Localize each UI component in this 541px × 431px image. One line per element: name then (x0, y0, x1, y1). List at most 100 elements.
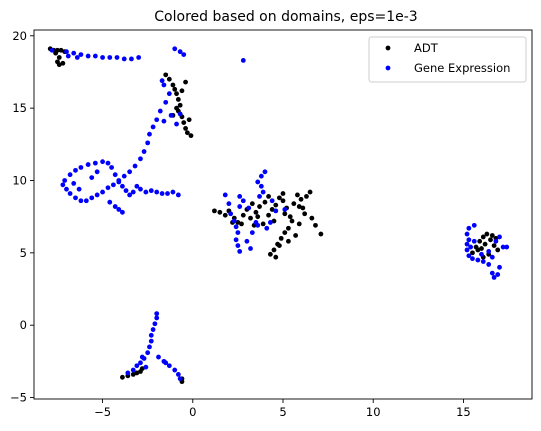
point-s0-78 (266, 194, 271, 199)
legend-label-0: ADT (414, 41, 439, 55)
point-s1-64 (170, 189, 176, 195)
point-s1-5 (92, 53, 98, 59)
point-s1-106 (273, 208, 279, 214)
point-s0-16 (177, 102, 183, 108)
series-1 (49, 46, 510, 382)
series-0 (47, 46, 501, 385)
point-s1-91 (228, 211, 234, 217)
point-s1-41 (60, 182, 66, 188)
point-s1-43 (67, 172, 73, 178)
point-s1-60 (148, 188, 154, 194)
point-s0-21 (184, 130, 190, 136)
point-s0-42 (273, 202, 279, 208)
point-s1-29 (121, 173, 127, 179)
point-s0-24 (174, 105, 179, 111)
point-s1-131 (486, 249, 492, 254)
point-s0-95 (120, 374, 125, 380)
point-s1-38 (73, 195, 78, 201)
point-s1-39 (67, 191, 73, 196)
point-s1-69 (120, 209, 125, 215)
point-s1-46 (85, 162, 91, 167)
y-tick-label-3: 10 (12, 173, 27, 187)
point-s0-30 (222, 212, 228, 218)
point-s0-3 (58, 47, 64, 53)
point-s0-8 (60, 60, 66, 66)
point-s0-92 (479, 246, 484, 251)
point-s1-133 (154, 311, 160, 317)
point-s0-41 (269, 207, 275, 212)
point-s1-79 (161, 82, 167, 88)
points-layer (47, 46, 510, 385)
point-s1-127 (471, 222, 477, 228)
point-s0-47 (291, 201, 297, 207)
point-s1-81 (258, 173, 264, 179)
point-s0-85 (488, 237, 493, 243)
point-s1-6 (100, 55, 105, 60)
point-s1-16 (181, 52, 187, 57)
point-s0-37 (253, 209, 259, 215)
point-s1-19 (163, 99, 169, 105)
point-s1-132 (489, 254, 495, 260)
legend: ADT Gene Expression (368, 36, 527, 83)
point-s1-86 (237, 194, 243, 199)
point-s0-68 (282, 211, 288, 217)
point-s0-62 (271, 247, 277, 253)
point-s0-48 (295, 192, 300, 198)
point-s1-66 (107, 199, 113, 205)
point-s1-116 (475, 257, 481, 263)
point-s1-71 (71, 180, 77, 186)
point-s1-138 (148, 338, 154, 344)
point-s0-12 (170, 82, 176, 88)
point-s1-80 (262, 169, 268, 175)
point-s1-146 (156, 354, 161, 360)
point-s1-99 (248, 246, 253, 251)
point-s1-8 (114, 55, 120, 60)
point-s0-87 (495, 247, 501, 253)
y-tick-label-4: 15 (12, 101, 27, 115)
point-s0-64 (273, 254, 279, 260)
point-s1-21 (154, 117, 160, 123)
point-s0-59 (282, 230, 288, 235)
point-s1-24 (145, 140, 151, 146)
point-s1-128 (468, 244, 474, 250)
point-s1-124 (504, 244, 510, 250)
point-s0-76 (302, 211, 308, 217)
point-s1-102 (255, 222, 261, 228)
point-s1-33 (100, 189, 105, 195)
point-s0-69 (271, 218, 277, 224)
point-s0-98 (134, 370, 140, 376)
point-s1-11 (136, 55, 142, 60)
point-s1-9 (121, 56, 127, 62)
point-s1-112 (464, 241, 470, 247)
point-s1-151 (177, 376, 183, 382)
point-s1-0 (49, 47, 55, 53)
point-s1-139 (147, 344, 152, 350)
point-s1-92 (231, 218, 237, 224)
point-s1-135 (152, 321, 158, 327)
point-s1-126 (497, 234, 502, 240)
point-s0-86 (491, 243, 497, 249)
point-s1-118 (486, 262, 492, 267)
point-s1-25 (141, 149, 147, 154)
point-s0-82 (477, 238, 483, 244)
point-s1-36 (83, 198, 89, 204)
point-s1-85 (257, 194, 262, 199)
x-tick-label-0: −5 (94, 405, 111, 419)
point-s0-38 (257, 204, 262, 209)
point-s1-123 (500, 244, 506, 250)
point-s1-113 (464, 247, 470, 253)
point-s1-137 (148, 332, 154, 338)
point-s1-37 (78, 198, 84, 204)
point-s0-75 (296, 204, 302, 209)
point-s0-63 (267, 251, 273, 257)
y-tick-label-1: 0 (20, 318, 27, 332)
point-s0-57 (293, 233, 299, 238)
point-s1-59 (143, 189, 149, 195)
point-s1-27 (132, 163, 138, 169)
point-s1-149 (172, 367, 178, 373)
point-s1-76 (174, 121, 179, 127)
point-s1-144 (130, 367, 136, 373)
point-s0-36 (248, 215, 253, 221)
point-s1-48 (100, 159, 105, 165)
point-s1-40 (64, 186, 69, 192)
